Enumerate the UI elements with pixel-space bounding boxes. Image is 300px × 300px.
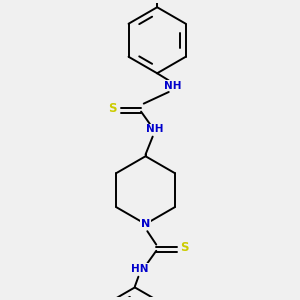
Text: S: S [108,102,117,115]
Text: N: N [141,219,150,229]
Text: NH: NH [146,124,163,134]
Text: NH: NH [164,81,182,91]
Text: HN: HN [131,264,149,274]
Text: S: S [181,241,189,254]
